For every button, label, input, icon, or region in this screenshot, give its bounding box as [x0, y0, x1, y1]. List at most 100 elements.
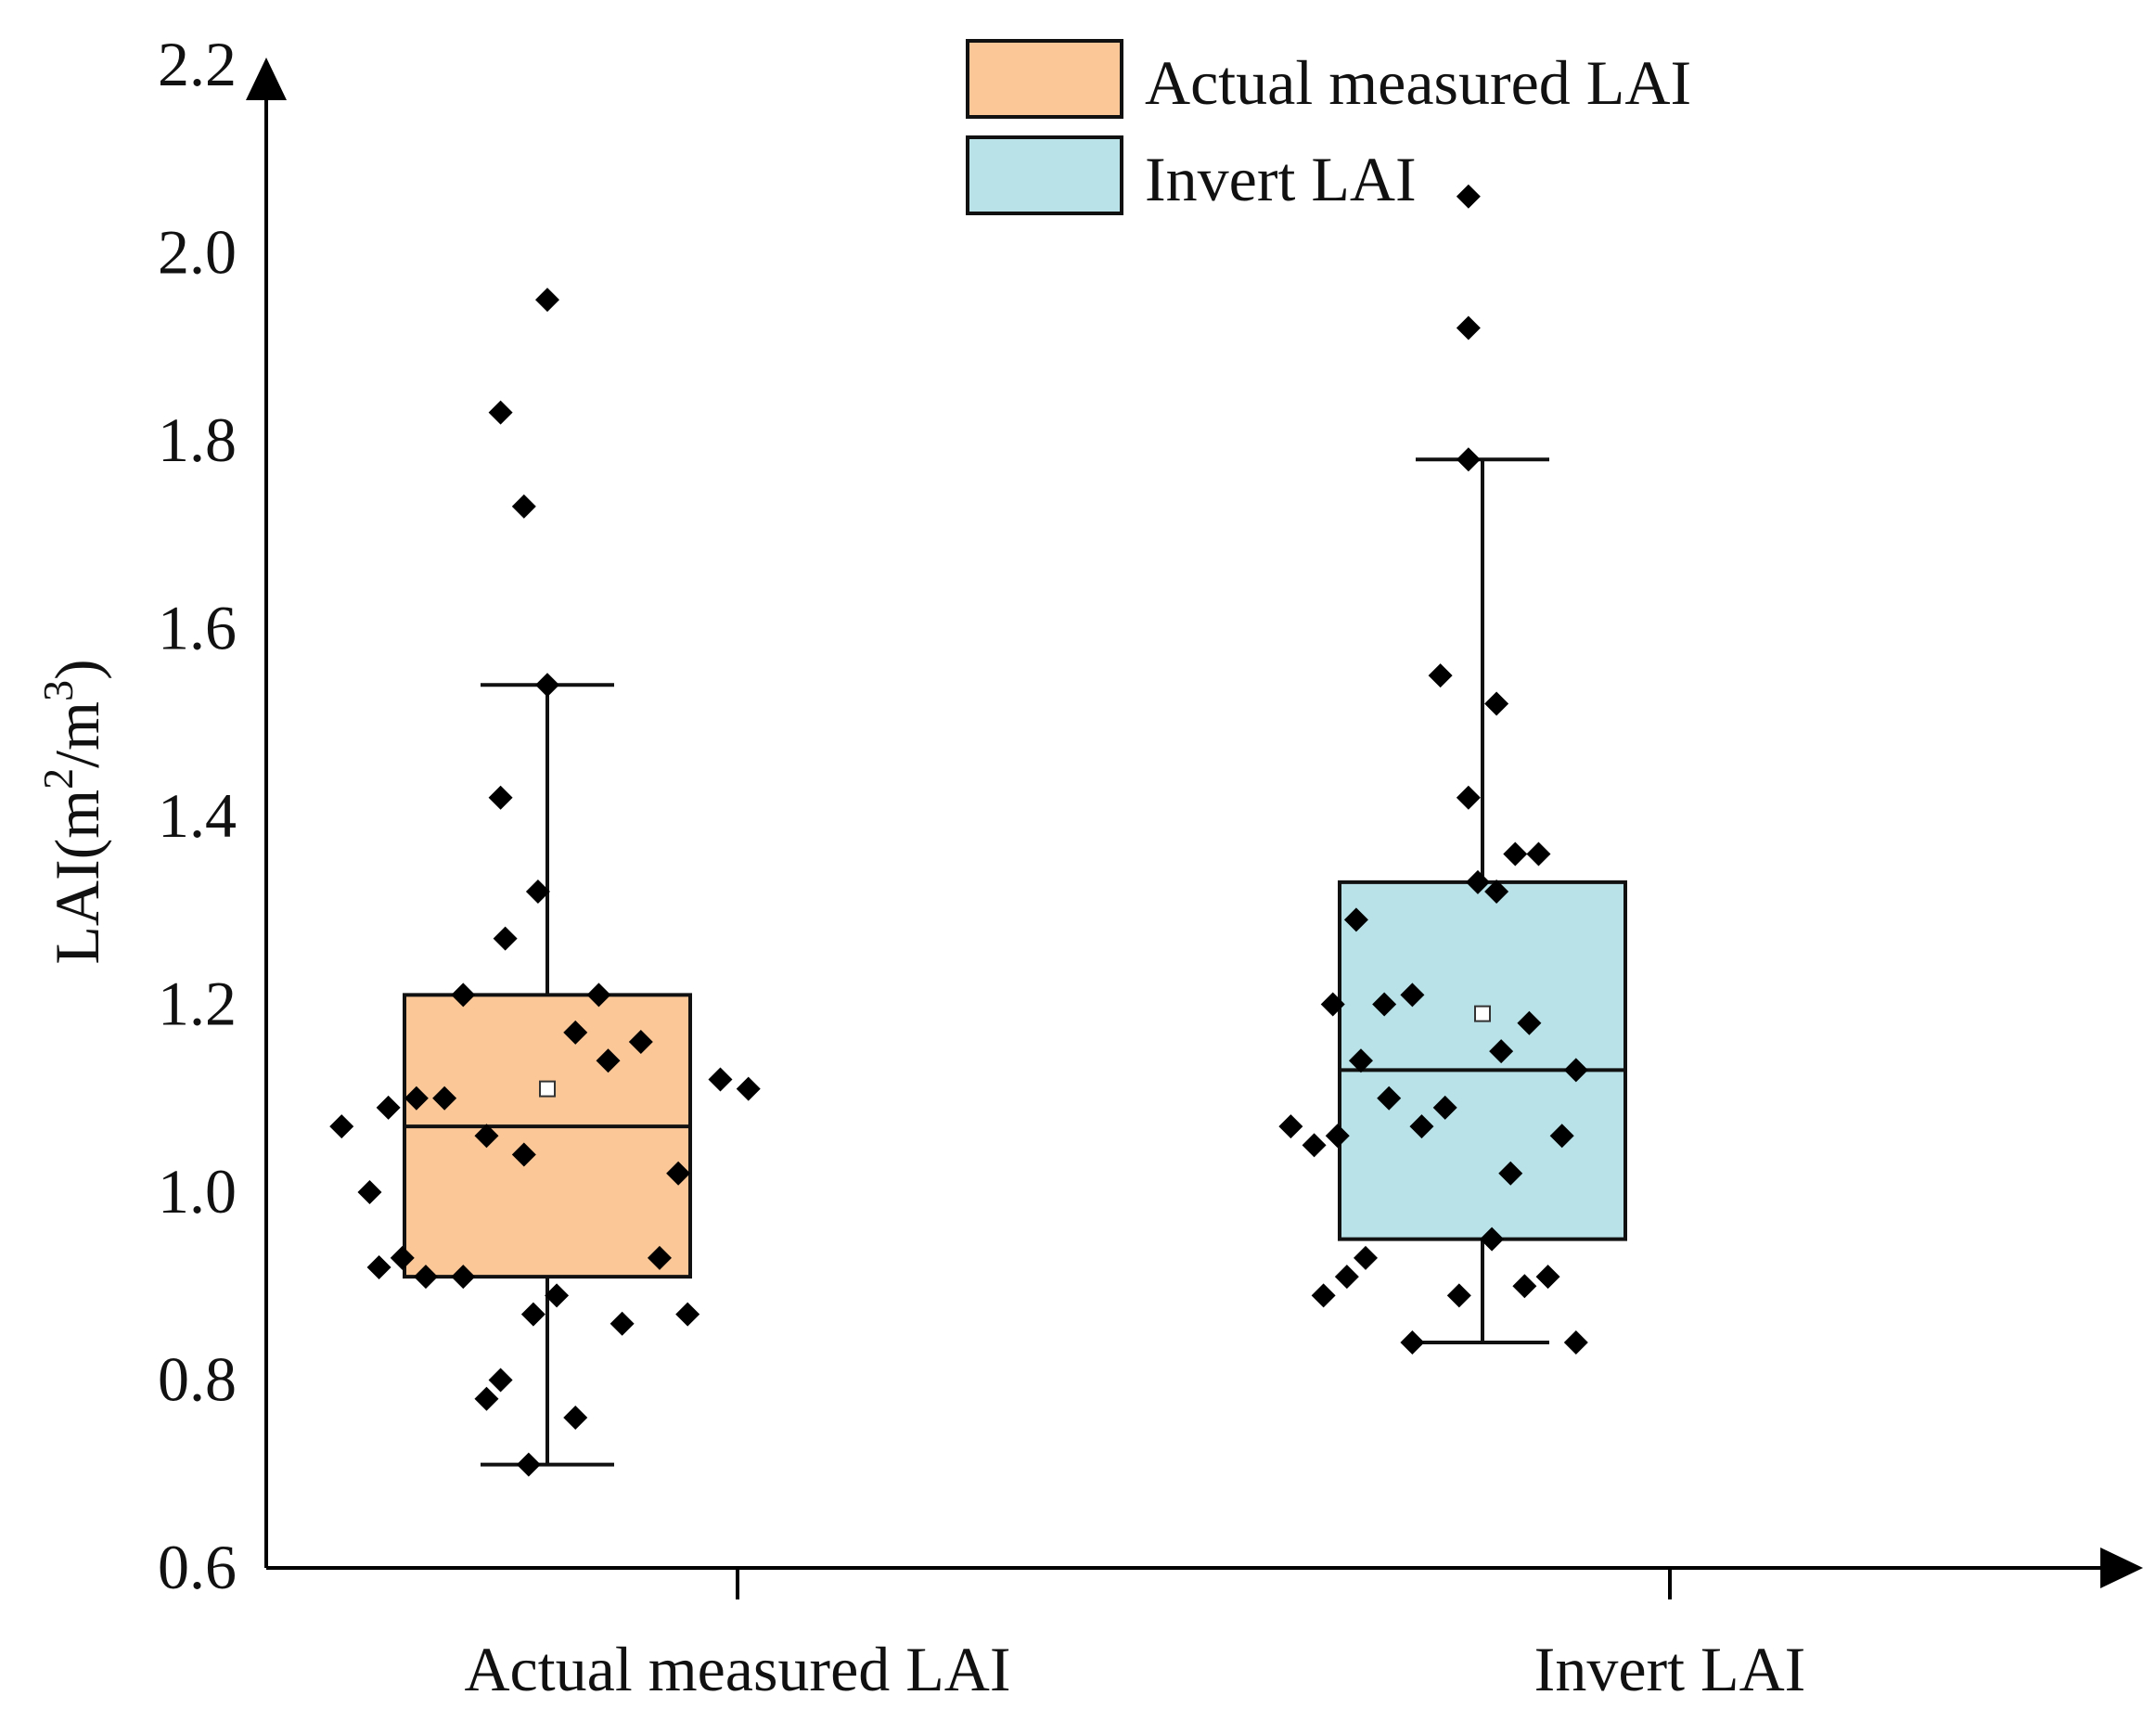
data-point-invert [1489, 1039, 1514, 1064]
y-tick-label: 1.8 [158, 405, 237, 475]
data-point-invert [1343, 907, 1368, 932]
data-point-invert [1377, 1085, 1402, 1111]
box-invert [1338, 457, 1627, 1344]
data-point-actual [628, 1030, 653, 1054]
data-point-actual [563, 1406, 588, 1430]
data-point-actual [366, 1255, 391, 1279]
data-point-invert [1456, 447, 1481, 472]
data-point-invert [1302, 1133, 1327, 1158]
y-tick-label: 0.8 [158, 1344, 237, 1415]
data-point-invert [1480, 1227, 1505, 1252]
box-actual [403, 683, 692, 1467]
data-point-invert [1526, 841, 1551, 867]
data-point-invert [1320, 992, 1345, 1017]
legend-swatch-actual [966, 39, 1123, 119]
data-point-invert [1400, 1330, 1425, 1355]
y-axis-title-mid: /m [42, 701, 112, 768]
data-point-invert [1278, 1114, 1303, 1139]
data-point-actual [474, 1124, 499, 1149]
data-point-invert [1325, 1124, 1350, 1149]
data-point-invert [1372, 992, 1397, 1017]
y-tick-label: 1.0 [158, 1156, 237, 1227]
data-point-actual [488, 400, 513, 425]
data-point-invert [1311, 1283, 1336, 1308]
data-point-invert [1334, 1265, 1359, 1290]
x-category-label: Actual measured LAI [464, 1634, 1010, 1704]
data-point-actual [376, 1095, 401, 1120]
data-point-invert [1517, 1010, 1542, 1035]
data-point-invert [1563, 1058, 1588, 1083]
data-point-actual [357, 1180, 382, 1204]
data-point-actual [586, 983, 611, 1008]
data-point-actual [451, 1265, 476, 1290]
data-point-actual [610, 1311, 635, 1336]
data-point-actual [511, 494, 536, 519]
data-point-invert [1432, 1095, 1457, 1120]
data-point-actual [390, 1245, 415, 1270]
legend: Actual measured LAI Invert LAI [966, 39, 1691, 215]
data-point-invert [1456, 184, 1481, 209]
data-point-actual [647, 1245, 672, 1270]
data-point-actual [708, 1067, 733, 1092]
data-point-actual [474, 1386, 499, 1411]
data-point-actual [329, 1114, 354, 1139]
data-point-invert [1503, 841, 1528, 867]
y-tick-label: 2.2 [158, 29, 237, 99]
data-point-actual [596, 1048, 621, 1073]
mean-marker [539, 1080, 556, 1098]
legend-label-invert: Invert LAI [1145, 144, 1417, 214]
data-point-invert [1512, 1274, 1537, 1299]
x-category-label: Invert LAI [1534, 1634, 1806, 1704]
data-point-actual [432, 1085, 457, 1111]
legend-label-actual: Actual measured LAI [1145, 47, 1691, 118]
axes [246, 58, 2143, 1588]
data-point-invert [1400, 983, 1425, 1008]
x-axis-ticks: Actual measured LAI Invert LAI [464, 1568, 1805, 1704]
data-point-actual [675, 1302, 700, 1327]
data-point-invert [1456, 315, 1481, 340]
y-tick-label: 1.2 [158, 969, 237, 1039]
x-axis-arrow [2100, 1548, 2143, 1588]
data-point-invert [1428, 663, 1453, 688]
legend-swatch-invert [966, 135, 1123, 215]
data-point-invert [1563, 1330, 1588, 1355]
data-point-invert [1535, 1265, 1560, 1290]
data-point-actual [493, 926, 518, 951]
y-axis-title: LAI(m2/m3) [34, 659, 112, 964]
data-point-actual [736, 1076, 761, 1101]
data-point-actual [413, 1265, 438, 1290]
scatter-points [329, 184, 1588, 1477]
data-point-invert [1465, 869, 1490, 894]
y-axis-ticks: 0.6 0.8 1.0 1.2 1.4 1.6 1.8 2.0 2.2 [158, 29, 237, 1602]
y-tick-label: 1.6 [158, 593, 237, 663]
data-point-invert [1446, 1283, 1471, 1308]
data-point-actual [535, 673, 559, 698]
data-point-invert [1348, 1048, 1373, 1073]
data-point-actual [451, 983, 476, 1008]
data-point-invert [1354, 1245, 1378, 1270]
data-point-actual [404, 1085, 429, 1111]
y-axis-title-prefix: LAI(m [42, 790, 112, 965]
data-point-invert [1484, 880, 1509, 904]
iqr-box [1338, 880, 1627, 1241]
y-axis-title-sup-1: 2 [34, 768, 82, 790]
data-point-actual [488, 785, 513, 810]
data-point-actual [545, 1283, 570, 1308]
data-point-actual [535, 288, 559, 313]
data-point-actual [516, 1452, 541, 1477]
data-point-actual [520, 1302, 545, 1327]
y-tick-label: 1.4 [158, 780, 237, 851]
data-point-invert [1498, 1161, 1523, 1186]
data-point-invert [1409, 1114, 1434, 1139]
data-point-invert [1484, 691, 1509, 716]
y-tick-label: 0.6 [158, 1532, 237, 1602]
data-point-actual [511, 1142, 536, 1167]
data-point-actual [666, 1161, 691, 1186]
box-series [403, 457, 1627, 1467]
data-point-actual [488, 1368, 513, 1393]
data-point-invert [1456, 785, 1481, 810]
data-point-actual [525, 880, 550, 904]
data-point-actual [563, 1020, 588, 1045]
y-axis-title-sup-2: 3 [34, 680, 82, 701]
